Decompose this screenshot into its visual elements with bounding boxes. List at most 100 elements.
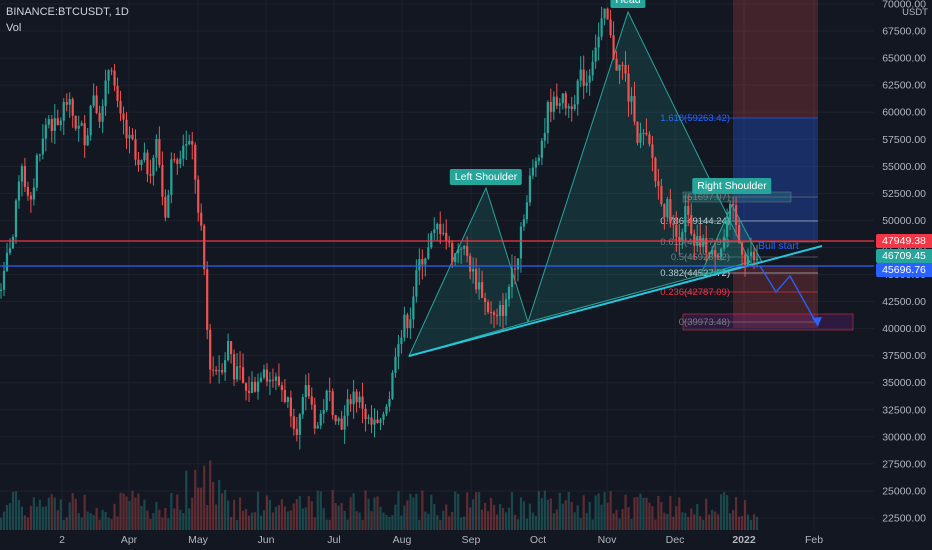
volume-bar: [200, 487, 203, 530]
candle-body: [119, 100, 122, 114]
volume-bar: [409, 493, 412, 530]
candle-body: [185, 144, 188, 146]
candle-body: [654, 157, 657, 182]
volume-bar: [35, 506, 38, 530]
candle-body: [194, 144, 197, 180]
volume-bar: [370, 511, 373, 530]
candle-body: [322, 410, 325, 414]
candle-body: [373, 419, 376, 425]
candle-body: [86, 135, 89, 146]
volume-bar: [215, 504, 218, 530]
candle-body: [534, 161, 537, 168]
volume-bar: [316, 490, 319, 530]
volume-bar: [229, 517, 233, 530]
volume-bar: [734, 497, 738, 530]
volume-bar: [238, 497, 242, 530]
candle-body: [286, 397, 289, 402]
candle-body: [421, 259, 424, 265]
candle-body: [705, 238, 708, 253]
volume-bar: [717, 514, 720, 530]
candle-body: [280, 385, 283, 391]
candle-body: [125, 119, 128, 139]
volume-bar: [564, 500, 567, 530]
volume-bar: [122, 493, 125, 530]
candle-body: [35, 155, 38, 188]
candle-body: [513, 268, 517, 270]
candle-body: [328, 390, 331, 392]
projection-arrows: [759, 265, 822, 327]
volume-bar: [579, 517, 582, 530]
volume-bar: [146, 510, 149, 530]
volume-bar: [475, 492, 478, 530]
candle-body: [379, 419, 382, 424]
candle-body: [179, 158, 182, 164]
volume-bar: [690, 508, 693, 530]
volume-bar: [221, 493, 224, 530]
candle-body: [101, 106, 104, 122]
candle-body: [53, 118, 56, 131]
price-tick-label: 25000.00: [882, 485, 926, 497]
volume-bar: [594, 495, 597, 530]
volume-bar: [591, 519, 594, 530]
candle-body: [158, 138, 161, 165]
candle-body: [256, 381, 260, 392]
volume-bar: [98, 519, 101, 530]
candle-body: [14, 200, 18, 237]
candle-body: [241, 367, 245, 384]
candle-body: [439, 223, 442, 234]
volume-bar: [666, 513, 669, 530]
volume-bar: [454, 491, 457, 530]
candle-body: [221, 370, 224, 373]
candle-body: [176, 159, 179, 164]
candle-body: [355, 391, 358, 403]
candle-body: [343, 415, 346, 430]
candle-body: [262, 369, 266, 378]
volume-bar: [379, 506, 382, 530]
candle-body: [740, 242, 744, 255]
candle-body: [17, 181, 21, 201]
volume-bar: [65, 517, 68, 530]
volume-bar: [280, 499, 283, 530]
fib-level-label: 0.5(45928.52): [671, 252, 730, 263]
volume-bar: [755, 516, 759, 530]
candle-body: [543, 132, 546, 141]
head-label: Head: [610, 0, 646, 8]
volume-bar: [164, 507, 167, 530]
price-tick-label: 52500.00: [882, 188, 926, 200]
price-tick-label: 27500.00: [882, 458, 926, 470]
volume-bar: [107, 517, 110, 530]
volume-bar: [262, 510, 266, 530]
candle-body: [238, 366, 242, 368]
candle-body: [711, 250, 714, 255]
volume-bar: [618, 518, 621, 530]
candle-body: [218, 370, 221, 372]
volume-bar: [654, 519, 657, 530]
candle-body: [606, 8, 609, 20]
volume-bar: [696, 503, 699, 530]
time-axis[interactable]: 2 Apr May Jun Jul Aug Sep Oct Nov Dec 2022 Feb: [0, 530, 874, 550]
volume-bar: [513, 514, 517, 530]
volume-bar: [552, 513, 555, 530]
volume-bar: [394, 504, 397, 530]
candles: [0, 6, 759, 450]
volume-bar: [588, 501, 591, 530]
time-tick-label: Dec: [666, 534, 685, 546]
volume-bar: [749, 519, 753, 530]
candle-body: [310, 396, 313, 405]
volume-bar: [486, 511, 490, 530]
projection-path: [759, 265, 819, 327]
candle-body: [409, 319, 412, 329]
volume-bar: [385, 514, 388, 530]
candle-body: [525, 202, 529, 220]
candle-body: [749, 251, 753, 257]
volume-bar: [442, 510, 445, 530]
volume-bar: [337, 505, 340, 530]
candle-body: [307, 385, 310, 397]
candle-body: [212, 369, 215, 371]
candle-body: [319, 413, 322, 426]
candle-body: [454, 253, 457, 262]
right-shoulder-label: Right Shoulder: [692, 178, 772, 194]
volume-bar: [197, 487, 200, 530]
volume-bar: [504, 512, 508, 530]
